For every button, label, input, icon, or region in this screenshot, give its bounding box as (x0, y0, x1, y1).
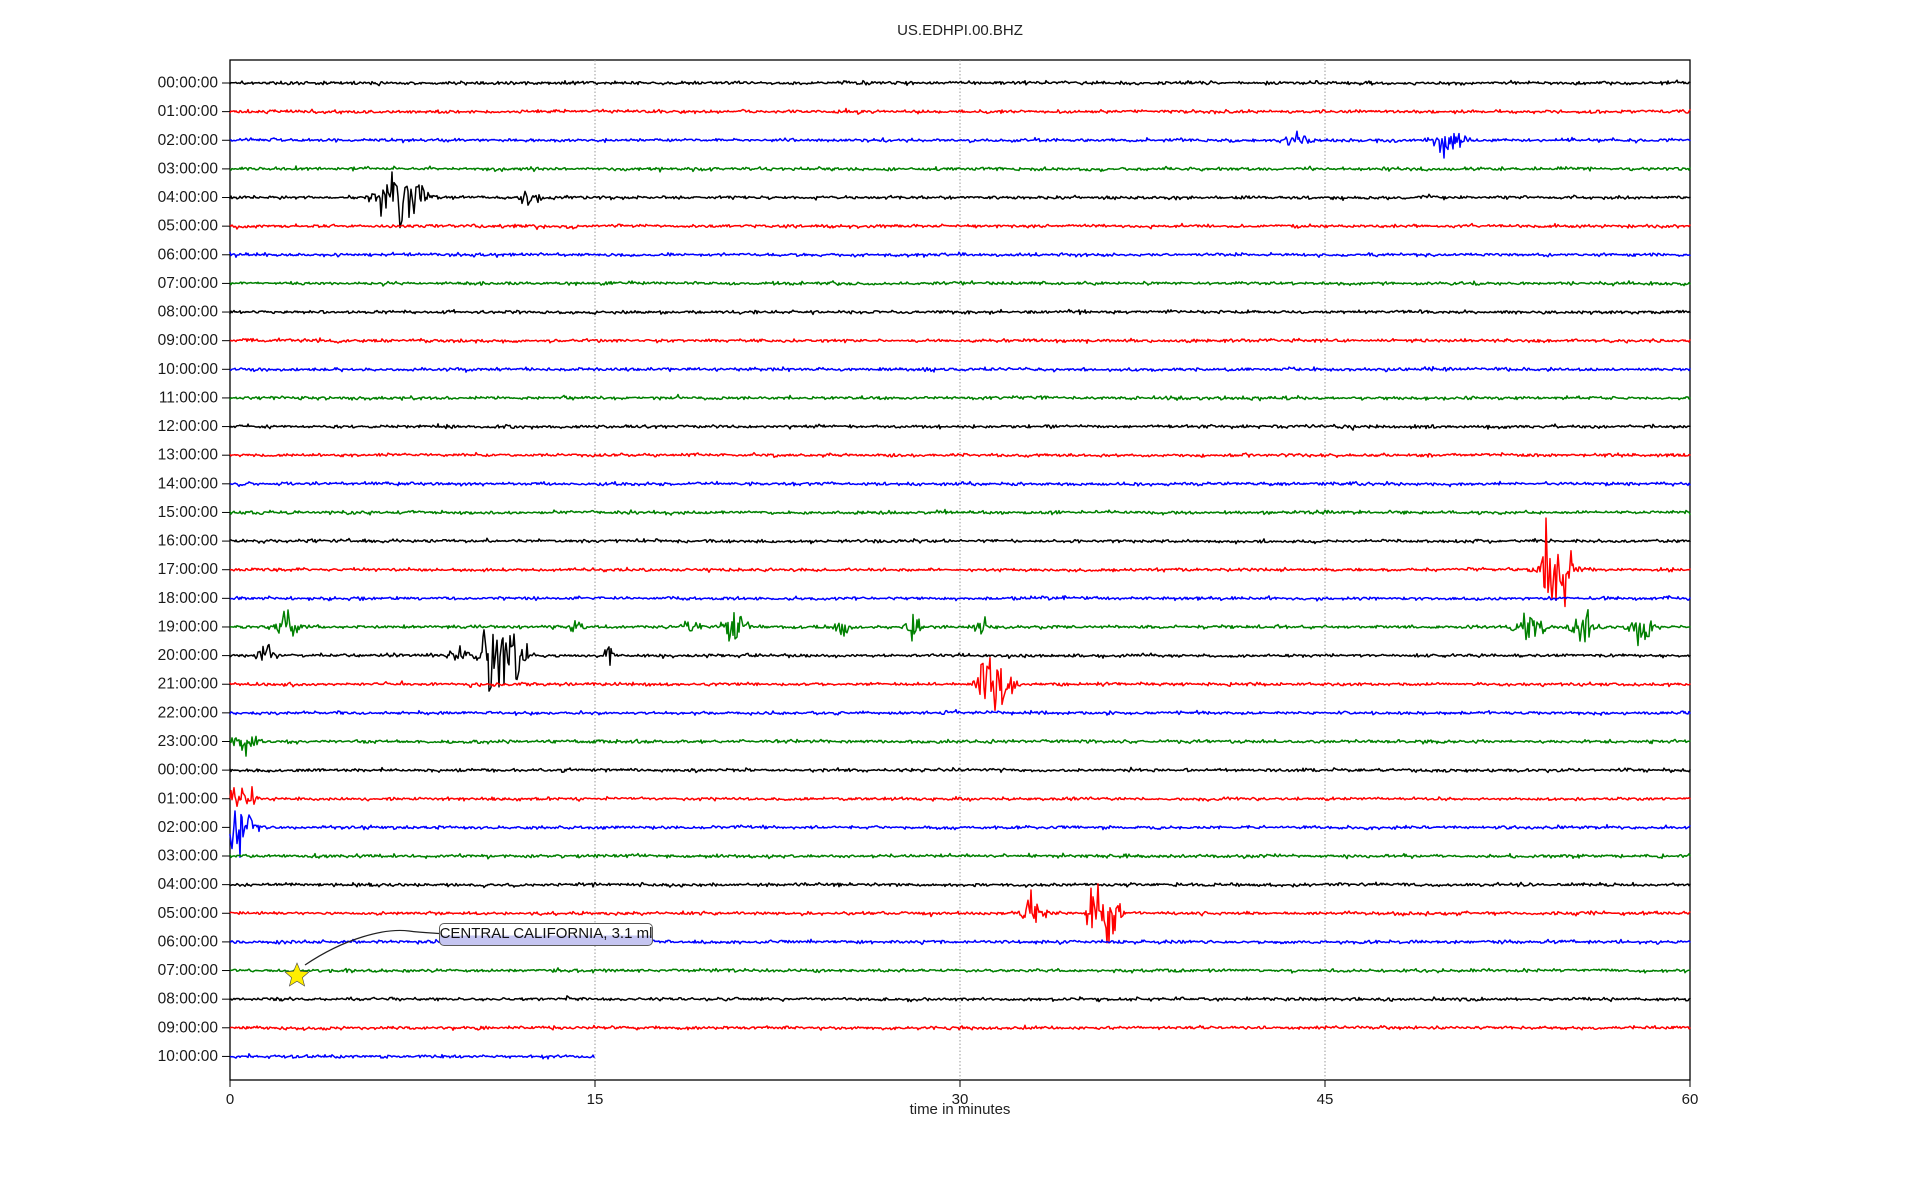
svg-text:00:00:00: 00:00:00 (158, 762, 219, 779)
svg-text:10:00:00: 10:00:00 (158, 1048, 219, 1065)
svg-text:02:00:00: 02:00:00 (158, 132, 219, 149)
svg-text:08:00:00: 08:00:00 (158, 304, 219, 321)
svg-text:15:00:00: 15:00:00 (158, 504, 219, 521)
svg-text:05:00:00: 05:00:00 (158, 905, 219, 922)
svg-text:12:00:00: 12:00:00 (158, 418, 219, 435)
svg-text:06:00:00: 06:00:00 (158, 933, 219, 950)
svg-text:00:00:00: 00:00:00 (158, 75, 219, 92)
svg-text:03:00:00: 03:00:00 (158, 160, 219, 177)
svg-text:03:00:00: 03:00:00 (158, 848, 219, 865)
svg-text:07:00:00: 07:00:00 (158, 962, 219, 979)
svg-text:22:00:00: 22:00:00 (158, 704, 219, 721)
svg-text:02:00:00: 02:00:00 (158, 819, 219, 836)
svg-text:09:00:00: 09:00:00 (158, 332, 219, 349)
svg-text:11:00:00: 11:00:00 (159, 389, 219, 406)
svg-text:17:00:00: 17:00:00 (158, 561, 219, 578)
svg-text:23:00:00: 23:00:00 (158, 733, 219, 750)
svg-text:16:00:00: 16:00:00 (158, 533, 219, 550)
svg-text:01:00:00: 01:00:00 (158, 790, 219, 807)
svg-text:20:00:00: 20:00:00 (158, 647, 219, 664)
svg-text:19:00:00: 19:00:00 (158, 618, 219, 635)
svg-text:08:00:00: 08:00:00 (158, 991, 219, 1008)
svg-text:01:00:00: 01:00:00 (158, 103, 219, 120)
svg-text:18:00:00: 18:00:00 (158, 590, 219, 607)
svg-text:09:00:00: 09:00:00 (158, 1019, 219, 1036)
svg-text:13:00:00: 13:00:00 (158, 447, 219, 464)
svg-text:05:00:00: 05:00:00 (158, 218, 219, 235)
svg-text:04:00:00: 04:00:00 (158, 876, 219, 893)
svg-text:10:00:00: 10:00:00 (158, 361, 219, 378)
svg-text:04:00:00: 04:00:00 (158, 189, 219, 206)
svg-text:07:00:00: 07:00:00 (158, 275, 219, 292)
svg-text:06:00:00: 06:00:00 (158, 246, 219, 263)
svg-text:14:00:00: 14:00:00 (158, 475, 219, 492)
svg-text:21:00:00: 21:00:00 (158, 676, 219, 693)
